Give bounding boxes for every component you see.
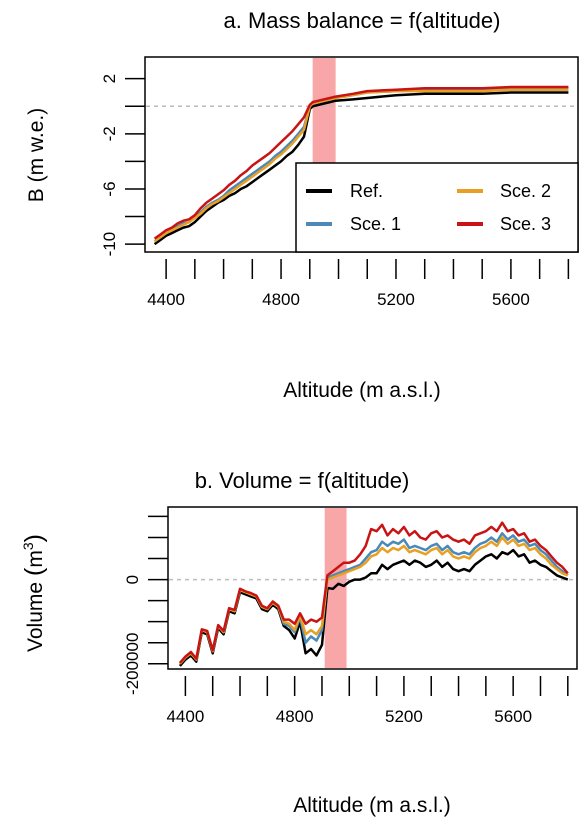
chart-a-y-tick-label: 2 [100, 74, 119, 83]
chart-a-x-tick-label: 4800 [262, 290, 300, 309]
chart-b-series-sce3 [178, 521, 569, 664]
chart-a-x-axis-label: Altitude (m a.s.l.) [283, 379, 441, 402]
chart-a-title: a. Mass balance = f(altitude) [224, 8, 501, 33]
legend-box [295, 162, 579, 253]
chart-b-x-axis-label: Altitude (m a.s.l.) [293, 794, 451, 817]
chart-a-y-tick-label: -2 [100, 126, 119, 141]
chart-a-x-tick-label: 4400 [147, 290, 185, 309]
chart-a-series-sce2 [153, 88, 569, 243]
chart-a-legend: Ref. Sce. 1 Sce. 2 Sce. 3 [295, 162, 579, 253]
chart-a-series-ref [153, 91, 569, 246]
chart-b-y-axis-label: Volume (m3) [20, 534, 48, 652]
chart-a-series-sce3 [153, 85, 569, 240]
y-label-word: Volume [24, 582, 47, 652]
chart-b-x-tick-label: 5600 [494, 707, 532, 726]
y-label-paren-close: ) [20, 534, 48, 542]
chart-a-y-axis-label: B (m w.e.) [25, 108, 48, 203]
legend-label-sce2: Sce. 2 [500, 181, 551, 201]
legend-label-sce1: Sce. 1 [350, 214, 401, 234]
chart-b-title: b. Volume = f(altitude) [195, 468, 410, 493]
chart-a-x-tick-label: 5600 [492, 290, 530, 309]
chart-b-y-tick-label: -200000 [123, 633, 142, 695]
panel-mass-balance: a. Mass balance = f(altitude) 4400 4800 52… [25, 8, 579, 402]
chart-b-x-tick-label: 4400 [166, 707, 204, 726]
chart-b-x-tick-label: 4800 [276, 707, 314, 726]
chart-b-y-tick-label: 0 [123, 575, 142, 584]
y-label-unit: m [24, 550, 47, 568]
chart-b-series-ref [178, 548, 569, 667]
legend-label-sce3: Sce. 3 [500, 214, 551, 234]
y-label-paren-open: ( [20, 567, 48, 576]
chart-b-x-tick-label: 5200 [385, 707, 423, 726]
chart-b-plot-frame [167, 506, 578, 670]
legend-label-ref: Ref. [350, 181, 383, 201]
chart-a-y-tick-label: -6 [100, 181, 119, 196]
chart-a-x-tick-label: 5200 [377, 290, 415, 309]
chart-a-y-tick-label: -10 [100, 232, 119, 257]
panel-volume: b. Volume = f(altitude) 4400 4800 5200 5600… [20, 468, 578, 817]
y-label-exponent: 3 [20, 542, 36, 550]
